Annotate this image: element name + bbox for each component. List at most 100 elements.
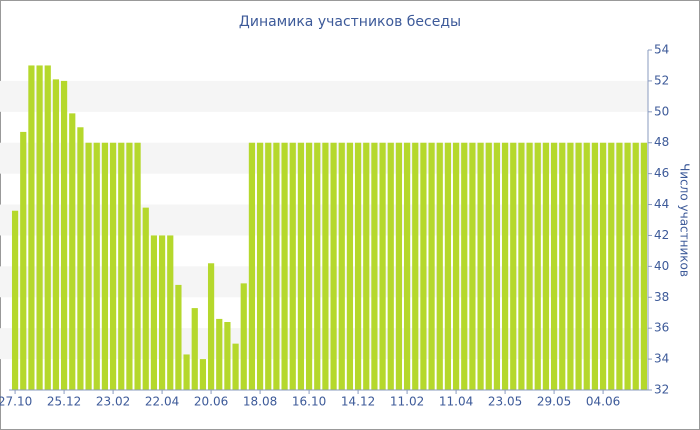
bar bbox=[199, 359, 207, 390]
y-tick-label: 40 bbox=[654, 259, 669, 273]
y-tick-label: 38 bbox=[654, 290, 669, 304]
bar bbox=[518, 142, 525, 390]
bar bbox=[379, 142, 386, 390]
bar bbox=[167, 235, 174, 390]
bar bbox=[60, 80, 68, 390]
y-tick-label: 50 bbox=[654, 104, 669, 118]
x-tick-label: 14.12 bbox=[341, 395, 375, 409]
bar bbox=[526, 142, 533, 390]
bar bbox=[559, 142, 566, 390]
y-tick-label: 44 bbox=[654, 197, 669, 211]
y-tick-label: 46 bbox=[654, 166, 669, 180]
bar bbox=[461, 142, 468, 390]
bar bbox=[150, 235, 158, 390]
bar bbox=[44, 65, 51, 391]
bar bbox=[501, 142, 509, 390]
bar bbox=[436, 142, 443, 390]
bar bbox=[330, 142, 337, 390]
y-tick-label: 48 bbox=[654, 135, 669, 149]
x-tick-label: 11.04 bbox=[439, 395, 473, 409]
bar bbox=[550, 142, 558, 390]
y-tick-label: 54 bbox=[654, 43, 669, 57]
bar bbox=[632, 142, 639, 390]
x-tick-label: 22.04 bbox=[145, 395, 179, 409]
bar bbox=[126, 142, 133, 390]
x-tick-label: 23.02 bbox=[96, 395, 130, 409]
bar bbox=[567, 142, 574, 390]
bar bbox=[444, 142, 452, 390]
chart-title: Динамика участников беседы bbox=[239, 14, 461, 30]
bar bbox=[305, 142, 313, 390]
bar bbox=[265, 142, 272, 390]
x-tick-label: 11.02 bbox=[390, 395, 424, 409]
bar bbox=[224, 322, 231, 390]
bar bbox=[69, 113, 76, 390]
bar bbox=[85, 142, 92, 390]
y-tick-label: 36 bbox=[654, 321, 669, 335]
bar bbox=[363, 142, 370, 390]
bar bbox=[485, 142, 492, 390]
bar bbox=[616, 142, 623, 390]
bar bbox=[477, 142, 484, 390]
grid-band bbox=[0, 80, 648, 112]
y-tick-label: 52 bbox=[654, 73, 669, 87]
bar bbox=[322, 142, 329, 390]
bar bbox=[248, 142, 256, 390]
x-tick-label: 16.10 bbox=[292, 395, 326, 409]
bar bbox=[338, 142, 345, 390]
x-tick-label: 27.10 bbox=[0, 395, 32, 409]
x-tick-label: 20.06 bbox=[194, 395, 228, 409]
bar bbox=[583, 142, 590, 390]
bar bbox=[469, 142, 476, 390]
bar bbox=[493, 142, 501, 390]
bar bbox=[428, 142, 435, 390]
bar bbox=[240, 283, 247, 390]
bar bbox=[36, 65, 43, 391]
bar bbox=[371, 142, 378, 390]
bar bbox=[387, 142, 394, 390]
bar bbox=[256, 142, 264, 390]
bar bbox=[281, 142, 288, 390]
x-tick-label: 25.12 bbox=[47, 395, 81, 409]
bar bbox=[403, 142, 411, 390]
bar bbox=[77, 127, 84, 390]
y-tick-label: 42 bbox=[654, 228, 669, 242]
bar bbox=[624, 142, 631, 390]
bar bbox=[109, 142, 117, 390]
bar bbox=[395, 142, 403, 390]
bar bbox=[273, 142, 280, 390]
bar bbox=[28, 65, 35, 391]
bar bbox=[216, 318, 223, 390]
y-tick-label: 34 bbox=[654, 352, 669, 366]
bar bbox=[101, 142, 109, 390]
bar bbox=[142, 207, 149, 390]
bar bbox=[542, 142, 550, 390]
bar bbox=[354, 142, 362, 390]
bar bbox=[175, 284, 182, 390]
bar bbox=[289, 142, 296, 390]
bar bbox=[314, 142, 321, 390]
bar bbox=[118, 142, 125, 390]
bar bbox=[640, 142, 648, 390]
bar bbox=[420, 142, 427, 390]
bar bbox=[93, 142, 100, 390]
bar bbox=[20, 131, 27, 390]
bar bbox=[608, 142, 615, 390]
bar bbox=[452, 142, 460, 390]
bar bbox=[510, 142, 517, 390]
bar bbox=[134, 142, 141, 390]
bar bbox=[591, 142, 599, 390]
bar bbox=[297, 142, 305, 390]
bar bbox=[575, 142, 582, 390]
x-tick-label: 29.05 bbox=[537, 395, 571, 409]
x-tick-label: 18.08 bbox=[243, 395, 277, 409]
bar bbox=[11, 210, 19, 390]
y-axis-label: Число участников bbox=[678, 163, 692, 277]
bar bbox=[191, 308, 198, 390]
bar bbox=[183, 354, 190, 390]
bar bbox=[158, 235, 166, 390]
bar bbox=[534, 142, 541, 390]
bar bbox=[599, 142, 607, 390]
bar bbox=[232, 343, 239, 390]
